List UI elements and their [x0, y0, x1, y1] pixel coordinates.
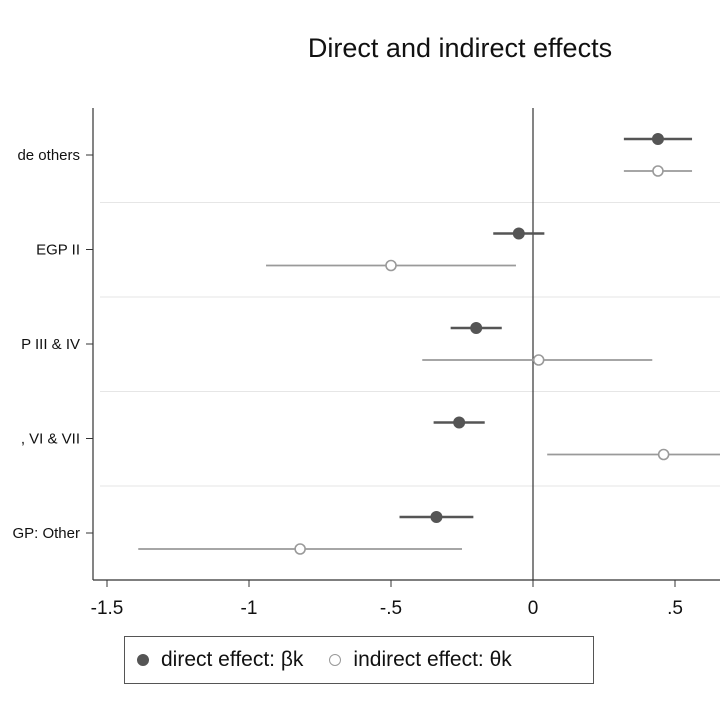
- axes: [92, 108, 720, 581]
- category-label: , VI & VII: [21, 431, 80, 448]
- hollow-circle-icon: [329, 654, 342, 666]
- direct-point: [651, 133, 664, 145]
- direct-point: [430, 511, 443, 523]
- x-tick-label: -1.5: [91, 598, 124, 619]
- x-tick-label: -1: [241, 598, 258, 619]
- legend-item-indirect: indirect effect: θk: [329, 648, 512, 672]
- legend: direct effect: βk indirect effect: θk: [124, 636, 594, 684]
- direct-point: [512, 227, 525, 240]
- category-label: de others: [17, 147, 80, 164]
- filled-circle-icon: [137, 654, 149, 666]
- x-axis-ticks: -1.5 -1 -.5 0 .5: [91, 580, 683, 619]
- x-tick-label: -.5: [380, 598, 402, 619]
- category-label: P III & IV: [21, 336, 80, 353]
- indirect-point: [385, 259, 397, 272]
- indirect-point: [294, 543, 306, 555]
- category-labels: de others EGP II P III & IV , VI & VII GP: O…: [12, 147, 93, 542]
- x-tick-label: .5: [667, 598, 683, 619]
- indirect-point: [657, 448, 670, 461]
- direct-point: [470, 322, 483, 334]
- category-label: GP: Other: [12, 525, 80, 542]
- legend-label-indirect: indirect effect: θk: [353, 648, 512, 671]
- indirect-point: [532, 354, 545, 366]
- x-tick-label: 0: [528, 598, 539, 619]
- direct-point: [453, 416, 466, 429]
- plot-marks: [138, 133, 720, 555]
- category-label: EGP II: [36, 242, 80, 259]
- category-separators: [100, 202, 720, 487]
- chart-title: Direct and indirect effects: [308, 33, 612, 63]
- legend-label-direct: direct effect: βk: [161, 648, 304, 671]
- indirect-point: [652, 165, 664, 177]
- legend-item-direct: direct effect: βk: [137, 648, 303, 672]
